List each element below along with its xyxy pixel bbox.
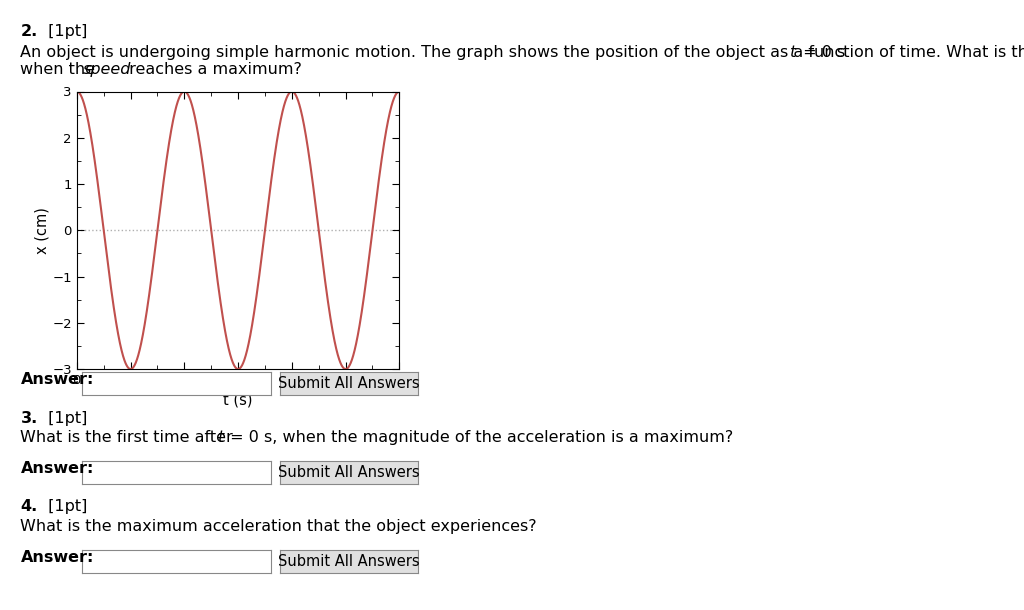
Text: = 0 s, when the magnitude of the acceleration is a maximum?: = 0 s, when the magnitude of the acceler… xyxy=(225,430,733,445)
Text: = 0 s: = 0 s xyxy=(798,45,845,60)
Text: What is the first time after: What is the first time after xyxy=(20,430,239,445)
Text: [1pt]: [1pt] xyxy=(43,499,87,514)
Text: speed: speed xyxy=(83,62,131,77)
Text: An object is undergoing simple harmonic motion. The graph shows the position of : An object is undergoing simple harmonic … xyxy=(20,45,1024,60)
Text: 2.: 2. xyxy=(20,24,38,40)
Text: Submit All Answers: Submit All Answers xyxy=(278,376,420,391)
Text: Submit All Answers: Submit All Answers xyxy=(278,554,420,569)
Text: Answer:: Answer: xyxy=(20,550,94,565)
Text: reaches a maximum?: reaches a maximum? xyxy=(124,62,302,77)
X-axis label: t (s): t (s) xyxy=(223,392,253,407)
Text: Submit All Answers: Submit All Answers xyxy=(278,465,420,479)
Text: t: t xyxy=(218,430,224,445)
Text: [1pt]: [1pt] xyxy=(43,24,87,40)
Text: Answer:: Answer: xyxy=(20,461,94,476)
Text: when the: when the xyxy=(20,62,100,77)
Y-axis label: x (cm): x (cm) xyxy=(35,207,49,254)
Text: What is the maximum acceleration that the object experiences?: What is the maximum acceleration that th… xyxy=(20,518,538,534)
Text: t: t xyxy=(790,45,796,60)
Text: [1pt]: [1pt] xyxy=(43,411,87,426)
Text: Answer:: Answer: xyxy=(20,372,94,387)
Text: 3.: 3. xyxy=(20,411,38,426)
Text: 4.: 4. xyxy=(20,499,38,514)
